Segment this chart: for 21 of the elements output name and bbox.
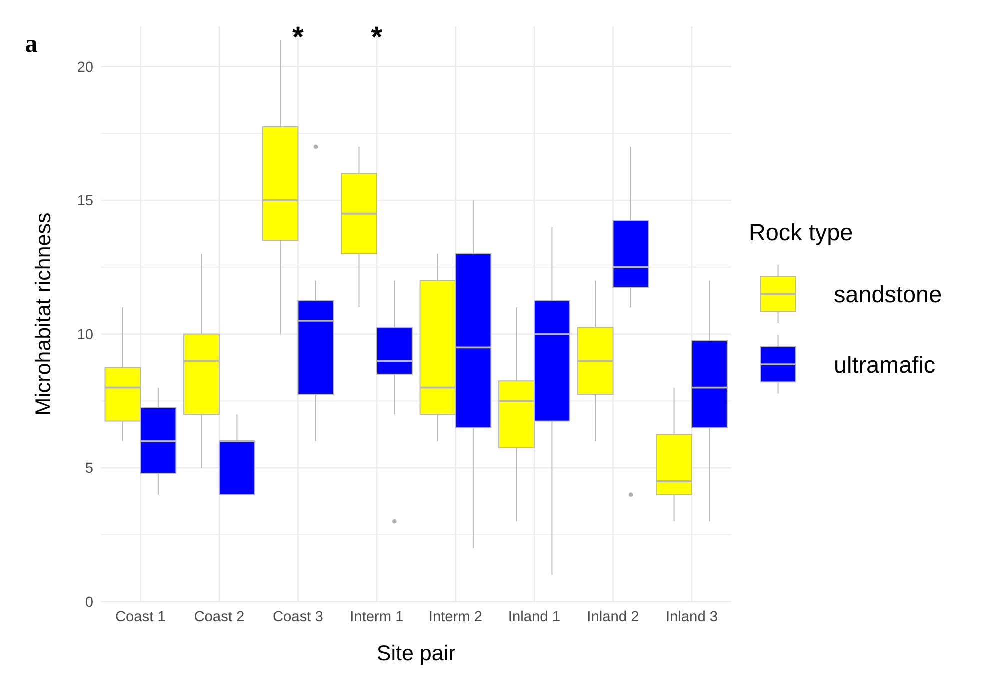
- legend-title: Rock type: [748, 219, 854, 246]
- x-tick-label: Interm 2: [428, 609, 483, 626]
- x-tick-label: Interm 1: [350, 609, 404, 626]
- x-tick-label: Coast 3: [272, 609, 324, 626]
- y-axis-title: Microhabitat richness: [32, 212, 56, 416]
- text: a: [25, 30, 38, 58]
- x-tick-label: Coast 1: [115, 609, 166, 626]
- x-tick-label: Inland 1: [508, 609, 561, 626]
- annotation: *: [292, 21, 305, 54]
- y-tick-label: 20: [77, 60, 94, 76]
- x-tick-label: Inland 3: [666, 609, 718, 626]
- y-tick-label: 5: [85, 461, 94, 478]
- legend-label: sandstone: [834, 281, 942, 308]
- legend-label: ultramafic: [834, 352, 936, 378]
- x-tick-label: Coast 2: [194, 609, 245, 626]
- y-tick-label: 15: [77, 194, 94, 210]
- y-tick-label: 10: [77, 327, 94, 344]
- y-tick-label: 0: [85, 595, 94, 612]
- x-axis-title: Site pair: [376, 642, 456, 666]
- x-tick-label: Inland 2: [587, 609, 640, 626]
- annotation: *: [371, 21, 384, 54]
